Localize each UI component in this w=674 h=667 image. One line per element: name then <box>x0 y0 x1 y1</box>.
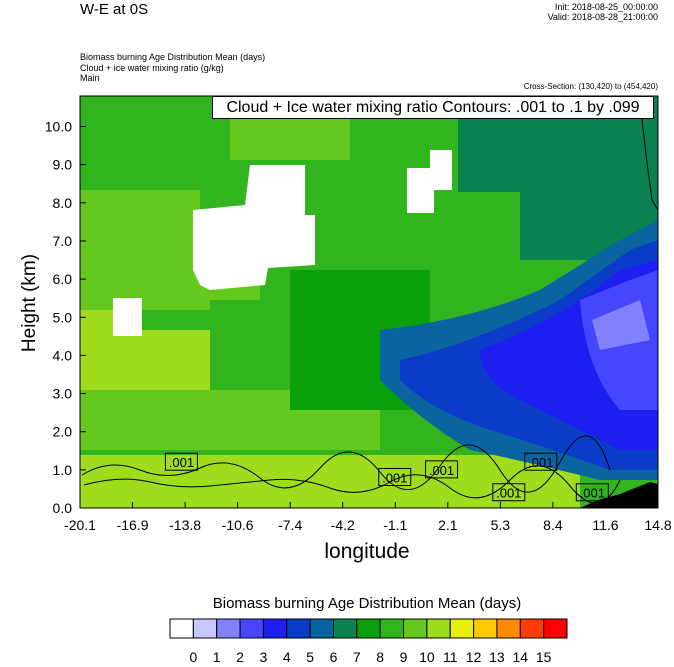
contour-label-box <box>492 483 526 502</box>
colorbar-swatch <box>332 618 358 639</box>
contour-label-text: .001 <box>496 486 521 501</box>
x-tick-label: 8.4 <box>543 517 563 533</box>
field-description-1: Biomass burning Age Distribution Mean (d… <box>80 52 266 62</box>
colorbar-swatch <box>239 618 264 639</box>
init-time: Init: 2018-08-25_00:00:00 <box>554 2 658 12</box>
colorbar-swatch <box>216 618 241 639</box>
colorbar-tick-label: 7 <box>353 649 361 665</box>
colorbar-swatch <box>473 618 498 639</box>
field-description-3: Main <box>80 73 100 83</box>
x-tick-label: -1.1 <box>383 517 407 533</box>
colorbar-title: Biomass burning Age Distribution Mean (d… <box>212 595 522 612</box>
x-tick-label: 2.1 <box>438 517 458 533</box>
colorbar-swatch <box>543 618 568 639</box>
colorbar-tick-label: 3 <box>260 649 268 665</box>
y-tick-label: 1.0 <box>53 462 73 478</box>
contour-label-box <box>575 483 609 502</box>
contour-labels: .001 .001 .001 .001 .001 .001 <box>164 452 609 502</box>
x-axis-label: longitude <box>324 540 410 563</box>
colorbar-tick-label: 1 <box>213 649 221 665</box>
x-tick-label: -7.4 <box>278 517 302 533</box>
y-tick-label: 3.0 <box>53 386 73 402</box>
y-tick-label: 0.0 <box>53 500 73 516</box>
colorbar-tick-label: 5 <box>306 649 314 665</box>
colorbar-tick-label: 13 <box>489 649 505 665</box>
colorbar-swatch <box>169 618 194 639</box>
x-tick-label: -4.2 <box>331 517 355 533</box>
contour-description: Cloud + Ice water mixing ratio Contours:… <box>212 96 654 119</box>
colorbar: 0 1 2 3 4 5 6 7 8 9 10 11 12 13 14 15 <box>169 618 568 665</box>
x-tick-label: 5.3 <box>491 517 511 533</box>
colorbar-swatch <box>519 618 545 639</box>
colorbar-swatch <box>192 618 218 639</box>
colorbar-tick-label: 6 <box>330 649 338 665</box>
x-tick-label: -10.6 <box>222 517 254 533</box>
valid-time: Valid: 2018-08-28_21:00:00 <box>547 12 658 22</box>
colorbar-swatch <box>356 618 381 639</box>
colorbar-tick-label: 8 <box>376 649 384 665</box>
contour-label-text: .001 <box>382 470 407 485</box>
contour-label-box <box>425 460 459 479</box>
plot-title: W-E at 0S <box>80 1 149 18</box>
contour-label-box <box>378 467 412 486</box>
colorbar-swatch <box>379 618 405 639</box>
colorbar-swatch <box>309 618 334 639</box>
y-tick-label: 8.0 <box>53 195 73 211</box>
cross-section-label: Cross-Section: (130,420) to (454,420) <box>523 82 658 91</box>
y-tick-label: 10.0 <box>45 119 72 135</box>
x-tick-label: 11.6 <box>592 517 618 533</box>
x-tick-label: -20.1 <box>64 517 96 533</box>
colorbar-tick-label: 14 <box>513 649 529 665</box>
x-tick-label: -16.9 <box>117 517 149 533</box>
y-tick-label: 4.0 <box>53 347 73 363</box>
colorbar-tick-label: 4 <box>283 649 291 665</box>
y-tick-label: 7.0 <box>53 233 73 249</box>
x-tick-label: -13.8 <box>169 517 201 533</box>
x-tick-label: 14.8 <box>644 517 671 533</box>
y-tick-label: 2.0 <box>53 424 73 440</box>
y-tick-label: 9.0 <box>53 157 73 173</box>
colorbar-tick-label: 11 <box>443 649 458 665</box>
y-axis-label: Height (km) <box>19 253 40 353</box>
heatmap-field <box>80 96 658 508</box>
colorbar-swatch <box>403 618 428 639</box>
colorbar-swatch <box>262 618 288 639</box>
colorbar-tick-label: 15 <box>536 649 552 665</box>
colorbar-swatch <box>449 618 475 639</box>
contour-label-box <box>524 452 558 471</box>
field-description-2: Cloud + ice water mixing ratio (g/kg) <box>80 63 224 73</box>
colorbar-tick-label: 12 <box>466 649 482 665</box>
y-axis: 0.0 1.0 2.0 3.0 4.0 5.0 6.0 7.0 8.0 9.0 10.0 <box>45 119 86 516</box>
contour-label-text: .001 <box>169 455 194 470</box>
colorbar-tick-label: 9 <box>400 649 408 665</box>
x-axis: -20.1 -16.9 -13.8 -10.6 -7.4 -4.2 -1.1 2.1 5.3 8.… <box>64 502 672 533</box>
contour-label-text: .001 <box>528 455 553 470</box>
y-tick-label: 5.0 <box>53 309 73 325</box>
colorbar-swatch <box>286 618 311 639</box>
contour-label-text: .001 <box>580 486 605 501</box>
colorbar-swatch <box>426 618 451 639</box>
colorbar-tick-label: 0 <box>189 649 197 665</box>
contour-label-text: .001 <box>429 463 454 478</box>
colorbar-tick-label: 2 <box>236 649 244 665</box>
colorbar-tick-label: 10 <box>419 649 435 665</box>
contour-label-box <box>164 452 198 471</box>
y-tick-label: 6.0 <box>53 271 73 287</box>
colorbar-swatch <box>496 618 521 639</box>
